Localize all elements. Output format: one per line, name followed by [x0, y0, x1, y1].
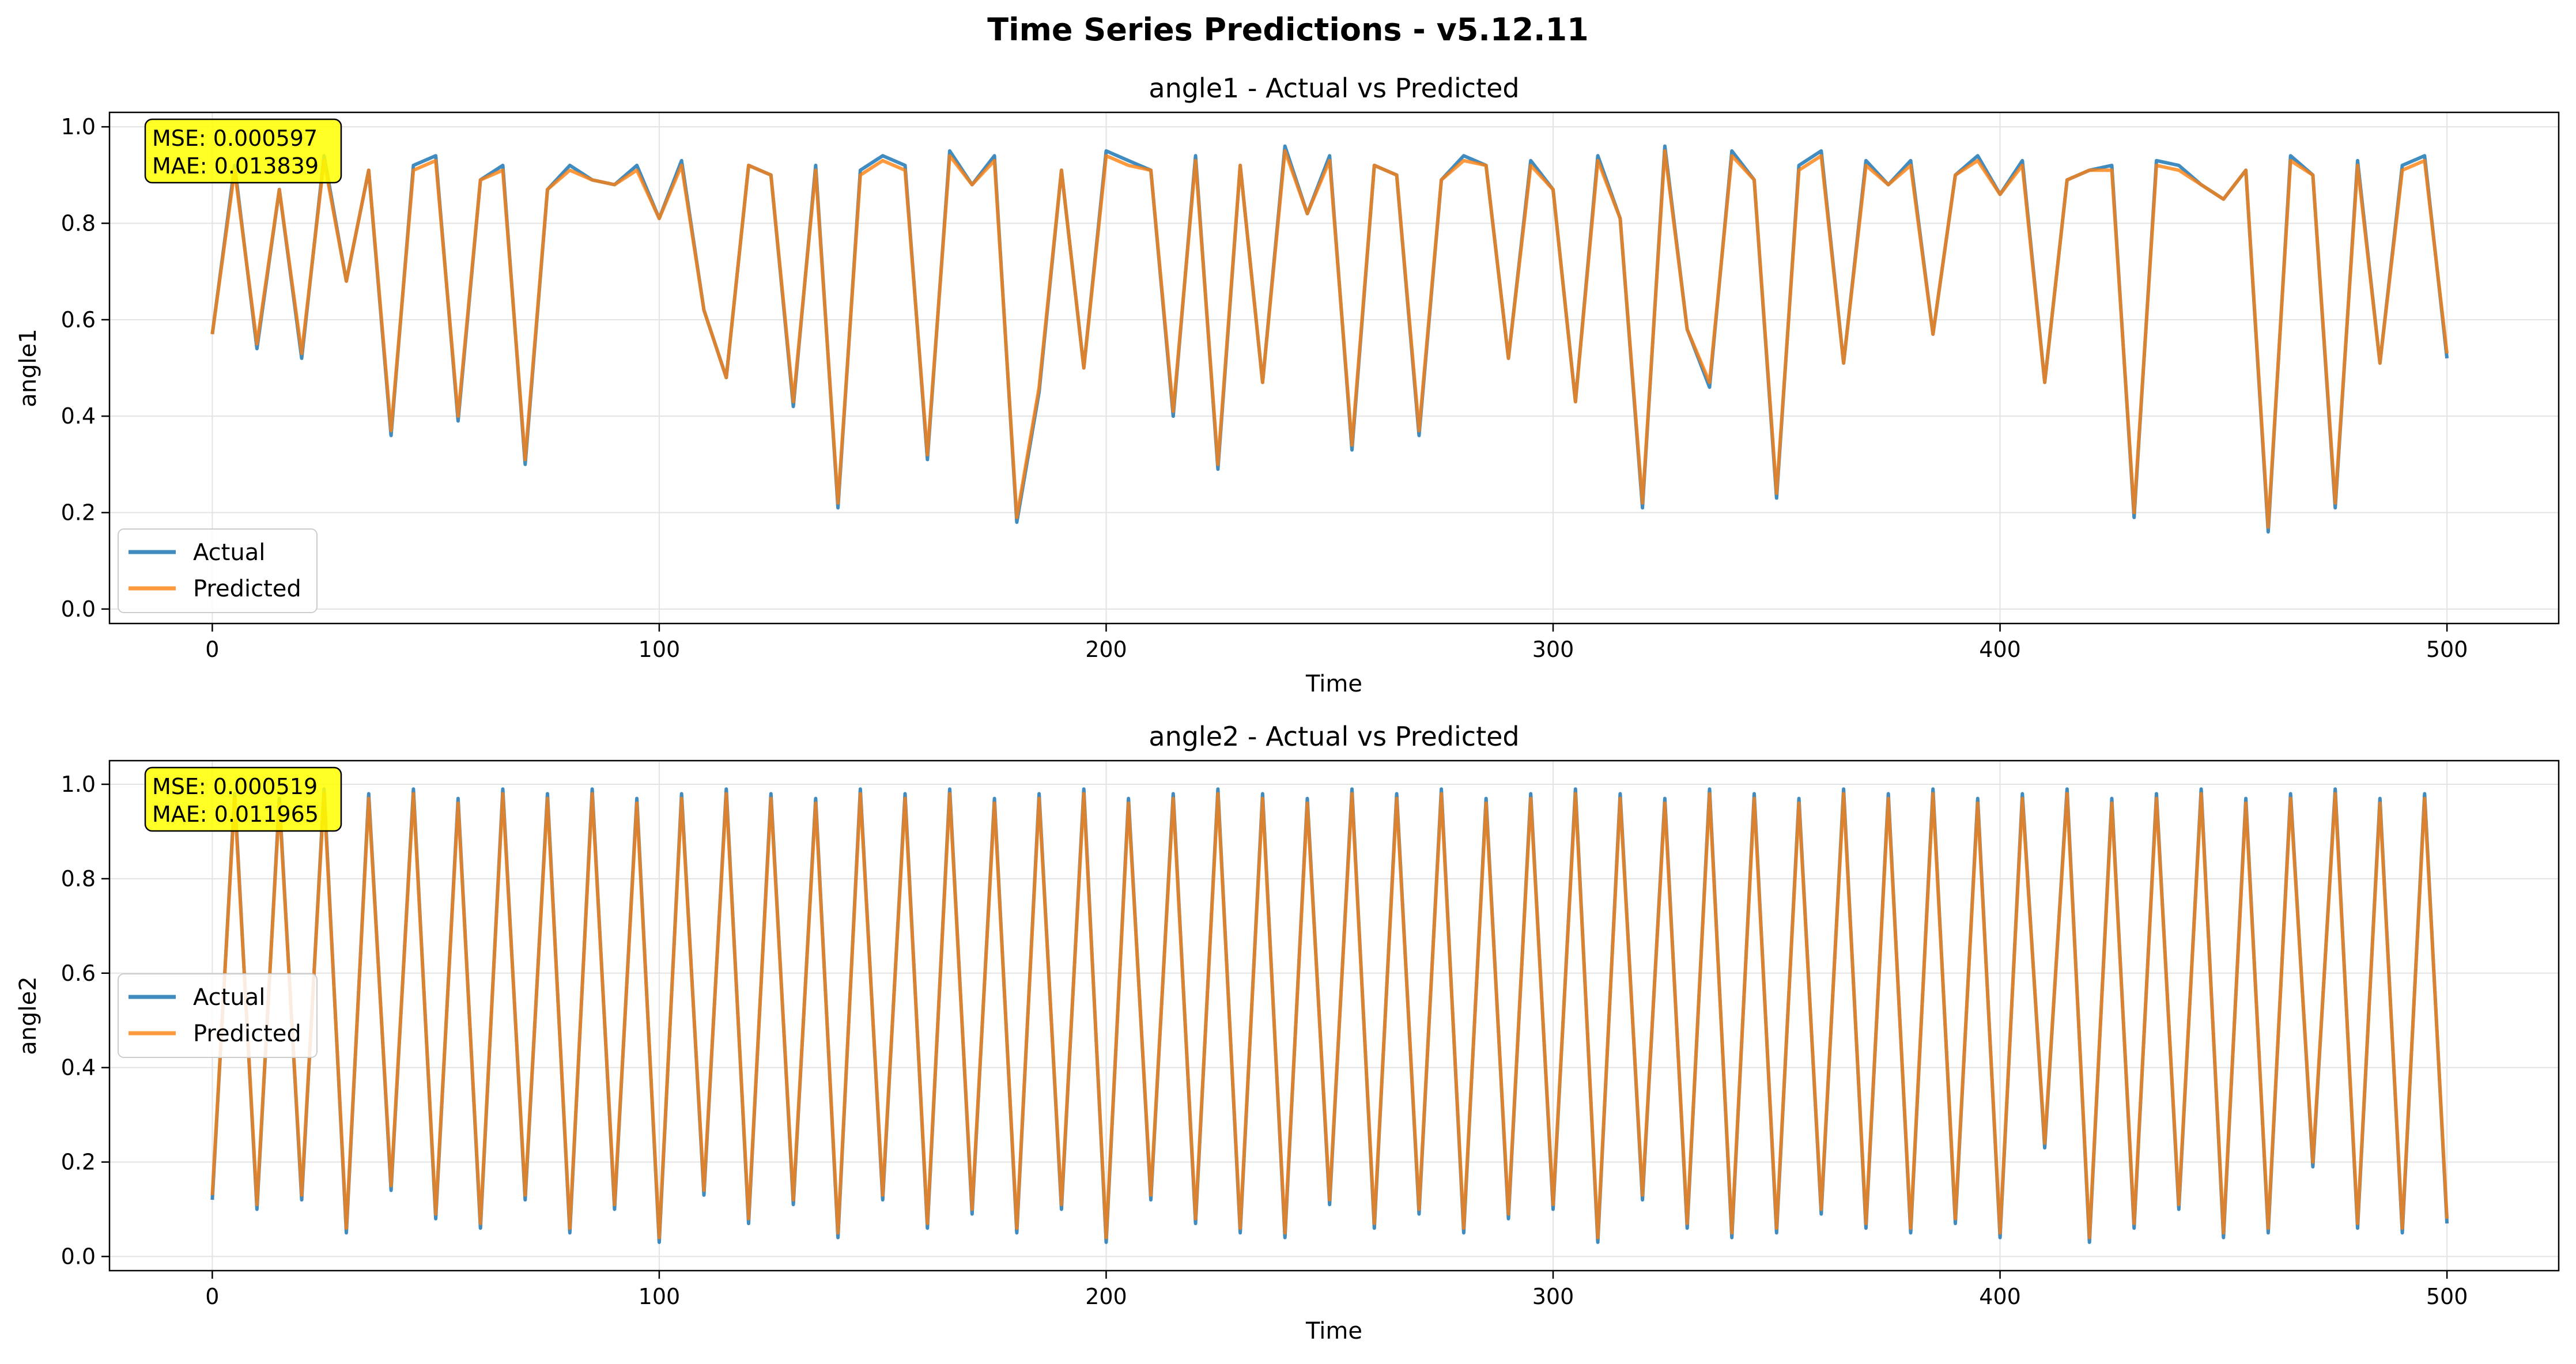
stats-box	[144, 766, 342, 832]
legend-label-actual: Actual	[193, 539, 265, 566]
x-tick-label: 0	[205, 1284, 219, 1309]
legend: Actual Predicted	[118, 528, 318, 613]
x-tick-label: 500	[2426, 1284, 2468, 1309]
y-tick-label: 0.0	[61, 596, 96, 622]
subplot-title: angle2 - Actual vs Predicted	[1149, 721, 1519, 752]
subplot-title: angle1 - Actual vs Predicted	[1149, 73, 1519, 104]
y-tick-label: 1.0	[61, 772, 96, 797]
y-axis-label: angle1	[15, 328, 41, 407]
y-tick-label: 0.4	[61, 1055, 96, 1080]
x-tick-label: 300	[1532, 637, 1574, 662]
x-tick-label: 500	[2426, 637, 2468, 662]
x-tick-label: 200	[1085, 1284, 1127, 1309]
x-tick-label: 200	[1085, 637, 1127, 662]
x-axis-label: Time	[1305, 671, 1362, 697]
y-tick-label: 0.0	[61, 1244, 96, 1269]
x-tick-label: 300	[1532, 1284, 1574, 1309]
x-tick-label: 400	[1979, 1284, 2021, 1309]
series-line-predicted	[210, 149, 2449, 529]
x-axis-label: Time	[1305, 1318, 1362, 1344]
y-tick-label: 0.6	[61, 307, 96, 333]
mae-text: MAE: 0.013839	[152, 153, 319, 179]
stats-box	[144, 118, 342, 184]
legend-label-predicted: Predicted	[193, 1021, 301, 1047]
subplot-2: angle2 - Actual vs Predicted 0 100 200 300 40…	[15, 721, 2560, 1344]
legend-label-actual: Actual	[193, 984, 265, 1011]
legend: Actual Predicted	[118, 973, 318, 1058]
axes-frame	[108, 760, 2560, 1272]
x-tick-label: 0	[205, 637, 219, 662]
y-tick-label: 0.8	[61, 210, 96, 236]
legend-box	[118, 973, 318, 1058]
x-tick-label: 100	[639, 1284, 681, 1309]
legend-box	[118, 528, 318, 613]
y-tick-label: 0.2	[61, 1150, 96, 1175]
axes-frame	[108, 111, 2560, 625]
y-tick-label: 0.4	[61, 403, 96, 429]
subplot-1: angle1 - Actual vs Predicted 0 100 200 300 40…	[15, 73, 2560, 697]
mse-text: MSE: 0.000597	[152, 126, 318, 151]
y-tick-label: 0.8	[61, 866, 96, 891]
legend-label-predicted: Predicted	[193, 576, 301, 602]
y-tick-label: 0.6	[61, 961, 96, 986]
y-tick-label: 1.0	[61, 114, 96, 139]
mae-text: MAE: 0.011965	[152, 802, 319, 827]
x-tick-label: 100	[639, 637, 681, 662]
mse-text: MSE: 0.000519	[152, 774, 318, 799]
figure-title: Time Series Predictions - v5.12.11	[987, 12, 1588, 48]
y-tick-label: 0.2	[61, 500, 96, 526]
series-line-predicted	[210, 792, 2449, 1240]
y-axis-label: angle2	[15, 976, 41, 1055]
x-tick-label: 400	[1979, 637, 2021, 662]
